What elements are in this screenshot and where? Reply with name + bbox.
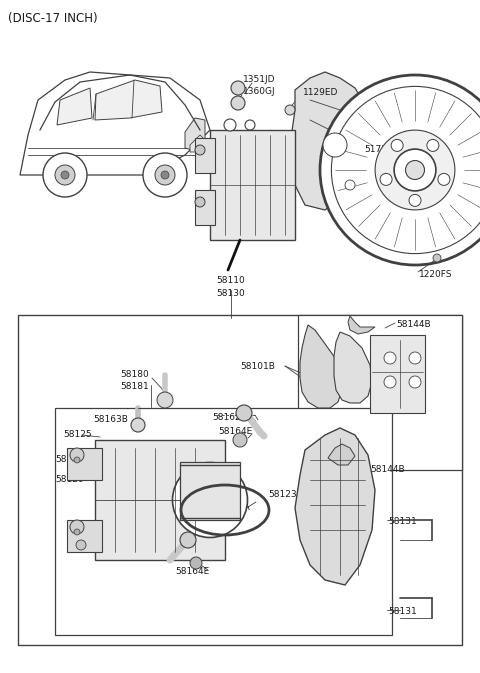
Polygon shape xyxy=(290,72,370,210)
Polygon shape xyxy=(190,135,205,152)
Circle shape xyxy=(331,86,480,254)
Circle shape xyxy=(380,174,392,185)
Circle shape xyxy=(409,352,421,364)
Bar xyxy=(370,335,425,413)
Text: 58163B: 58163B xyxy=(93,415,128,424)
Text: 58112: 58112 xyxy=(175,473,204,482)
Text: 58161B: 58161B xyxy=(160,553,195,562)
Circle shape xyxy=(70,520,84,534)
Text: 58131: 58131 xyxy=(388,517,417,526)
Ellipse shape xyxy=(172,462,248,538)
Text: 58164E: 58164E xyxy=(175,567,209,576)
Text: 58151B: 58151B xyxy=(208,148,243,157)
Polygon shape xyxy=(300,325,342,408)
Text: 58120: 58120 xyxy=(55,475,84,484)
Text: 58162B: 58162B xyxy=(212,413,247,422)
Circle shape xyxy=(409,376,421,388)
Text: (DISC-17 INCH): (DISC-17 INCH) xyxy=(8,12,97,25)
Circle shape xyxy=(375,130,455,210)
Polygon shape xyxy=(57,88,92,125)
Bar xyxy=(55,408,392,635)
Circle shape xyxy=(394,149,436,191)
Text: 58164E: 58164E xyxy=(218,427,252,436)
Text: 58114A: 58114A xyxy=(215,503,250,512)
Circle shape xyxy=(320,75,480,265)
Circle shape xyxy=(143,153,187,197)
Circle shape xyxy=(195,145,205,155)
Circle shape xyxy=(409,194,421,207)
Bar xyxy=(298,315,462,470)
Text: 58123A: 58123A xyxy=(268,490,303,499)
Circle shape xyxy=(245,120,255,130)
Text: 58125: 58125 xyxy=(63,430,92,439)
Polygon shape xyxy=(348,316,375,334)
Text: 58144B: 58144B xyxy=(396,320,431,329)
Bar xyxy=(180,462,240,520)
Circle shape xyxy=(231,81,245,95)
Text: 51712: 51712 xyxy=(364,145,393,154)
Circle shape xyxy=(180,532,196,548)
Circle shape xyxy=(323,133,347,157)
Circle shape xyxy=(43,153,87,197)
Text: 58113: 58113 xyxy=(185,490,214,499)
Bar xyxy=(67,520,102,552)
Circle shape xyxy=(76,540,86,550)
Circle shape xyxy=(427,139,439,151)
Text: 58101B: 58101B xyxy=(240,362,275,371)
Polygon shape xyxy=(334,332,372,403)
Circle shape xyxy=(433,254,441,262)
Circle shape xyxy=(61,171,69,179)
Circle shape xyxy=(384,352,396,364)
Bar xyxy=(95,440,225,560)
Polygon shape xyxy=(328,444,355,465)
Text: 58181: 58181 xyxy=(120,382,149,391)
Bar xyxy=(210,130,295,240)
Polygon shape xyxy=(295,428,375,585)
Circle shape xyxy=(233,433,247,447)
Bar xyxy=(195,190,215,225)
Text: 58144B: 58144B xyxy=(370,465,405,474)
Circle shape xyxy=(384,376,396,388)
Circle shape xyxy=(74,529,80,535)
Circle shape xyxy=(345,180,355,190)
Bar xyxy=(195,138,215,173)
Circle shape xyxy=(285,105,295,115)
Bar xyxy=(18,315,462,645)
Circle shape xyxy=(131,418,145,432)
Circle shape xyxy=(74,457,80,463)
Circle shape xyxy=(224,119,236,131)
Circle shape xyxy=(190,557,202,569)
Bar xyxy=(67,448,102,480)
Text: 1351JD: 1351JD xyxy=(243,75,276,84)
Text: 58110: 58110 xyxy=(216,276,245,285)
Circle shape xyxy=(236,405,252,421)
Circle shape xyxy=(195,197,205,207)
Polygon shape xyxy=(20,72,210,175)
Text: 58131: 58131 xyxy=(388,607,417,616)
Circle shape xyxy=(70,448,84,462)
Circle shape xyxy=(406,160,424,180)
Text: 58314: 58314 xyxy=(55,455,84,464)
Text: 58130: 58130 xyxy=(216,289,245,298)
Text: 1220FS: 1220FS xyxy=(419,270,453,279)
Circle shape xyxy=(161,171,169,179)
Polygon shape xyxy=(95,80,162,120)
Circle shape xyxy=(231,96,245,110)
Text: 54562D: 54562D xyxy=(208,160,243,169)
Circle shape xyxy=(391,139,403,151)
Polygon shape xyxy=(185,118,205,150)
Circle shape xyxy=(155,165,175,185)
Circle shape xyxy=(55,165,75,185)
Text: 1129ED: 1129ED xyxy=(303,88,338,97)
Text: 58180: 58180 xyxy=(120,370,149,379)
Text: 1360GJ: 1360GJ xyxy=(243,87,276,96)
Circle shape xyxy=(157,392,173,408)
Circle shape xyxy=(438,174,450,185)
